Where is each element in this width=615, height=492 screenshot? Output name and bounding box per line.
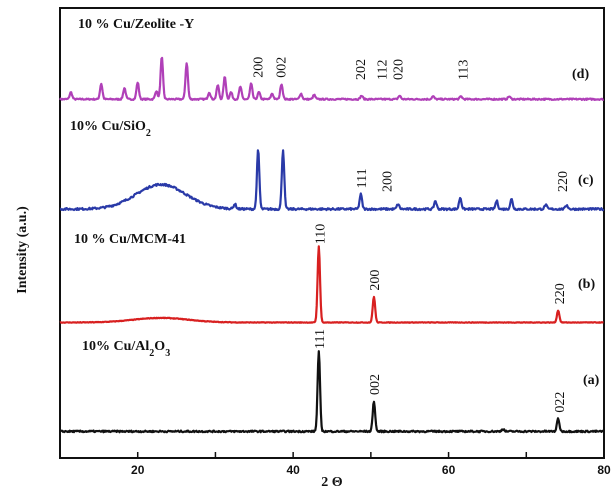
x-tick-label: 80 (597, 463, 611, 477)
sample-label-a: 10% Cu/Al2O3 (82, 339, 170, 359)
plot-frame-group (59, 7, 605, 459)
reflection-label: 220 (556, 171, 571, 192)
labels-group: 10 % Cu/Zeolite -Y (d) 200 002 202 112 020 113 1… (70, 17, 600, 413)
reflection-label: 200 (380, 171, 395, 192)
reflection-label: 020 (391, 59, 406, 80)
panel-label-d: (d) (572, 67, 589, 82)
reflection-label: 111 (355, 168, 370, 188)
sample-label-b: 10 % Cu/MCM-41 (74, 232, 186, 247)
xrd-trace-a (59, 350, 605, 434)
reflection-label: 002 (275, 57, 290, 78)
panel-label-b: (b) (578, 277, 595, 292)
sample-label-d: 10 % Cu/Zeolite -Y (78, 17, 194, 32)
reflection-label: 112 (376, 59, 391, 79)
xrd-trace-d (59, 56, 605, 101)
x-tick-label: 40 (286, 463, 300, 477)
traces-group (59, 56, 605, 434)
plot-border (59, 7, 605, 459)
reflection-label: 110 (314, 224, 329, 244)
reflection-label: 002 (368, 374, 383, 395)
panel-label-a: (a) (583, 373, 600, 388)
sample-label-c: 10% Cu/SiO2 (70, 119, 151, 139)
reflection-label: 202 (354, 59, 369, 80)
xrd-trace-c (59, 149, 605, 212)
reflection-label: 220 (553, 283, 568, 304)
reflection-label: 111 (313, 329, 328, 349)
reflection-label: 113 (457, 60, 472, 80)
reflection-label: 200 (251, 57, 266, 78)
x-axis-title: 2 Θ (321, 475, 343, 490)
x-tick-label: 60 (442, 463, 456, 477)
xrd-trace-b (59, 245, 604, 324)
x-tick-label: 20 (131, 463, 145, 477)
y-axis-title: Intensity (a.u.) (15, 206, 30, 294)
panel-label-c: (c) (578, 173, 594, 188)
axes-group: 20 40 60 80 2 Θ Intensity (a.u.) (15, 206, 611, 490)
reflection-label: 022 (553, 392, 568, 413)
reflection-label: 200 (368, 270, 383, 291)
